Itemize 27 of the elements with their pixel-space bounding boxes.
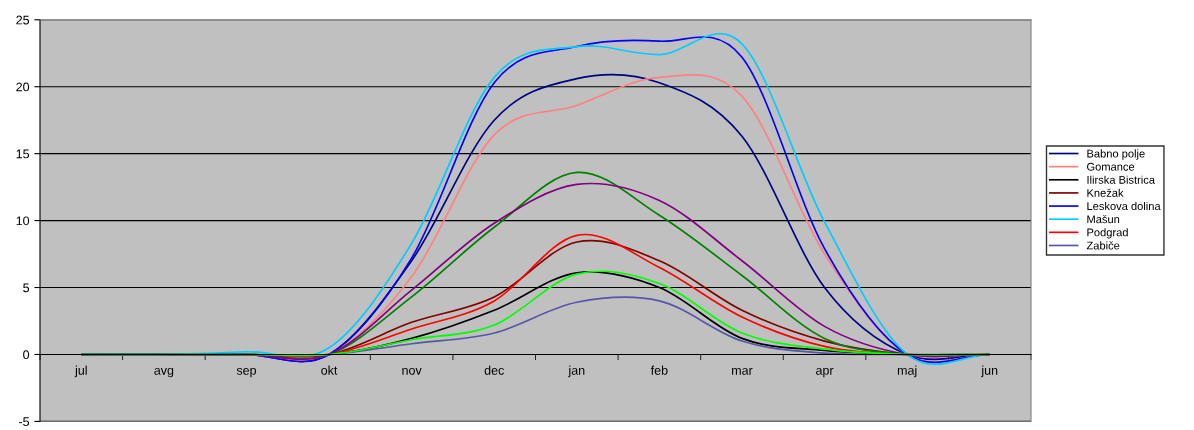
x-tick-label: dec bbox=[484, 365, 504, 375]
x-tick-label: okt bbox=[321, 365, 338, 375]
x-tick-label: nov bbox=[402, 367, 422, 375]
x-tick-label: sep bbox=[236, 367, 257, 378]
y-tick-label: 20 bbox=[16, 82, 30, 92]
x-tick-label: jan bbox=[568, 365, 585, 378]
y-tick-label: 5 bbox=[23, 283, 30, 293]
x-tick-label: avg bbox=[154, 367, 174, 378]
legend-label: Gomance bbox=[1087, 162, 1135, 171]
legend-label: Podgrad bbox=[1087, 228, 1128, 239]
legend-label: Mašun bbox=[1087, 215, 1120, 224]
y-tick-label: 0 bbox=[23, 350, 30, 360]
x-tick-label: jul bbox=[74, 365, 87, 378]
legend-label: Leskova dolina bbox=[1087, 201, 1161, 211]
x-tick-label: apr bbox=[816, 367, 834, 378]
legend-label: Ilirska Bistrica bbox=[1087, 175, 1156, 184]
x-tick-label: feb bbox=[650, 365, 668, 375]
y-tick-label: 15 bbox=[16, 149, 30, 159]
y-tick-label: 25 bbox=[16, 15, 30, 25]
legend-label: Zabiče bbox=[1086, 241, 1120, 250]
x-tick-label: mar bbox=[732, 367, 753, 375]
legend-label: Knežak bbox=[1087, 188, 1124, 197]
y-tick-label: 10 bbox=[16, 216, 30, 226]
y-tick-label: -5 bbox=[19, 417, 30, 427]
x-tick-label: jun bbox=[981, 365, 998, 378]
x-tick-label: maj bbox=[897, 365, 917, 378]
legend-label: Babno polje bbox=[1087, 149, 1145, 160]
